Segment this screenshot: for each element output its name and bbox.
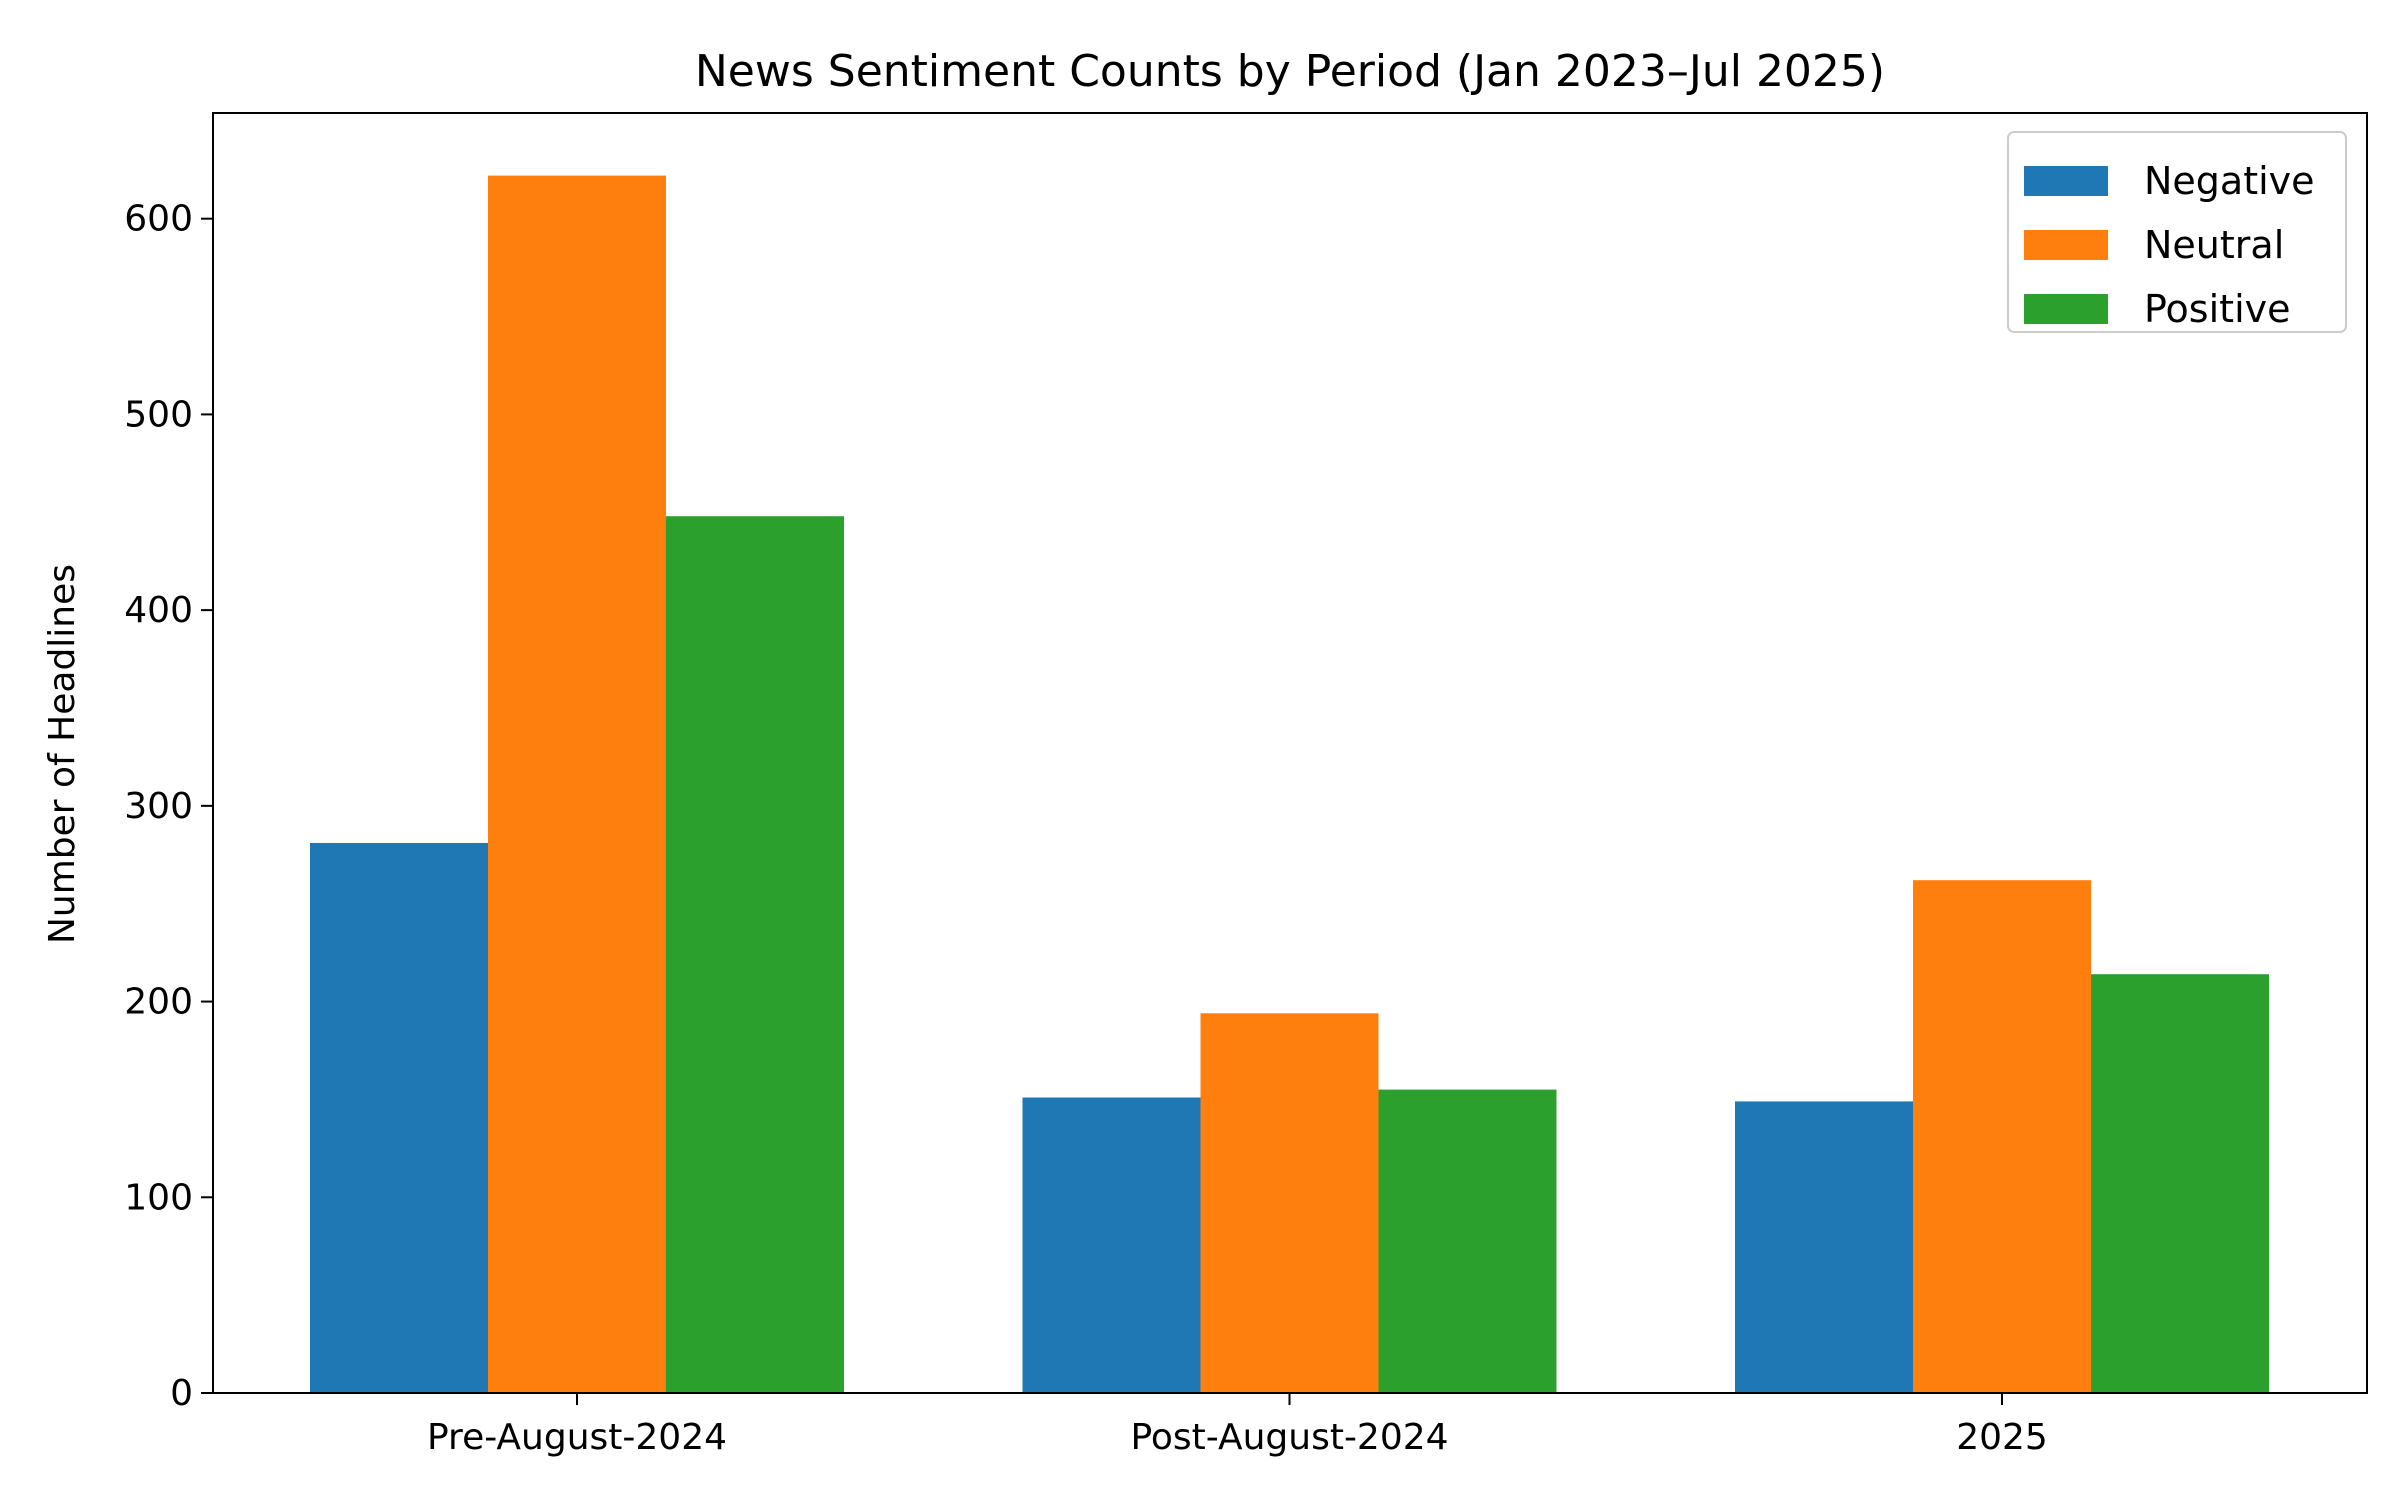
legend-swatch-neutral [2024,230,2108,260]
bar-negative-2 [1022,1097,1201,1393]
plot-frame [212,112,2368,1394]
x-tick-label: 2025 [1956,1417,2048,1458]
x-axis-ticks: Pre-August-2024 Post-August-2024 2025 [427,1393,2048,1458]
y-tick-label: 400 [124,590,193,631]
legend-label-negative: Negative [2144,159,2315,203]
bars-group [310,175,2269,1394]
bar-positive-1 [666,516,844,1393]
bar-neutral-1 [488,175,666,1394]
bar-neutral-2 [1200,1013,1379,1393]
y-axis-label: Number of Headlines [42,564,83,944]
chart-title: News Sentiment Counts by Period (Jan 202… [695,46,1885,97]
y-axis-ticks: 0 100 200 300 400 500 600 [124,199,213,1414]
y-tick-label: 500 [124,394,193,435]
legend-label-positive: Positive [2144,287,2291,331]
y-tick-label: 200 [124,982,193,1023]
legend-label-neutral: Neutral [2144,223,2284,267]
legend-swatch-positive [2024,294,2108,324]
bar-neutral-3 [1913,880,2091,1393]
bar-positive-2 [1378,1089,1557,1393]
x-tick-label: Pre-August-2024 [427,1417,727,1458]
bar-negative-3 [1735,1101,1913,1393]
y-tick-label: 100 [124,1177,193,1218]
x-tick-label: Post-August-2024 [1130,1417,1448,1458]
y-tick-label: 300 [124,786,193,827]
legend: Negative Neutral Positive [2007,131,2347,333]
y-tick-label: 0 [170,1373,193,1414]
legend-swatch-negative [2024,166,2108,196]
bar-negative-1 [310,843,488,1393]
y-tick-label: 600 [124,199,193,240]
bar-positive-3 [2091,974,2269,1393]
